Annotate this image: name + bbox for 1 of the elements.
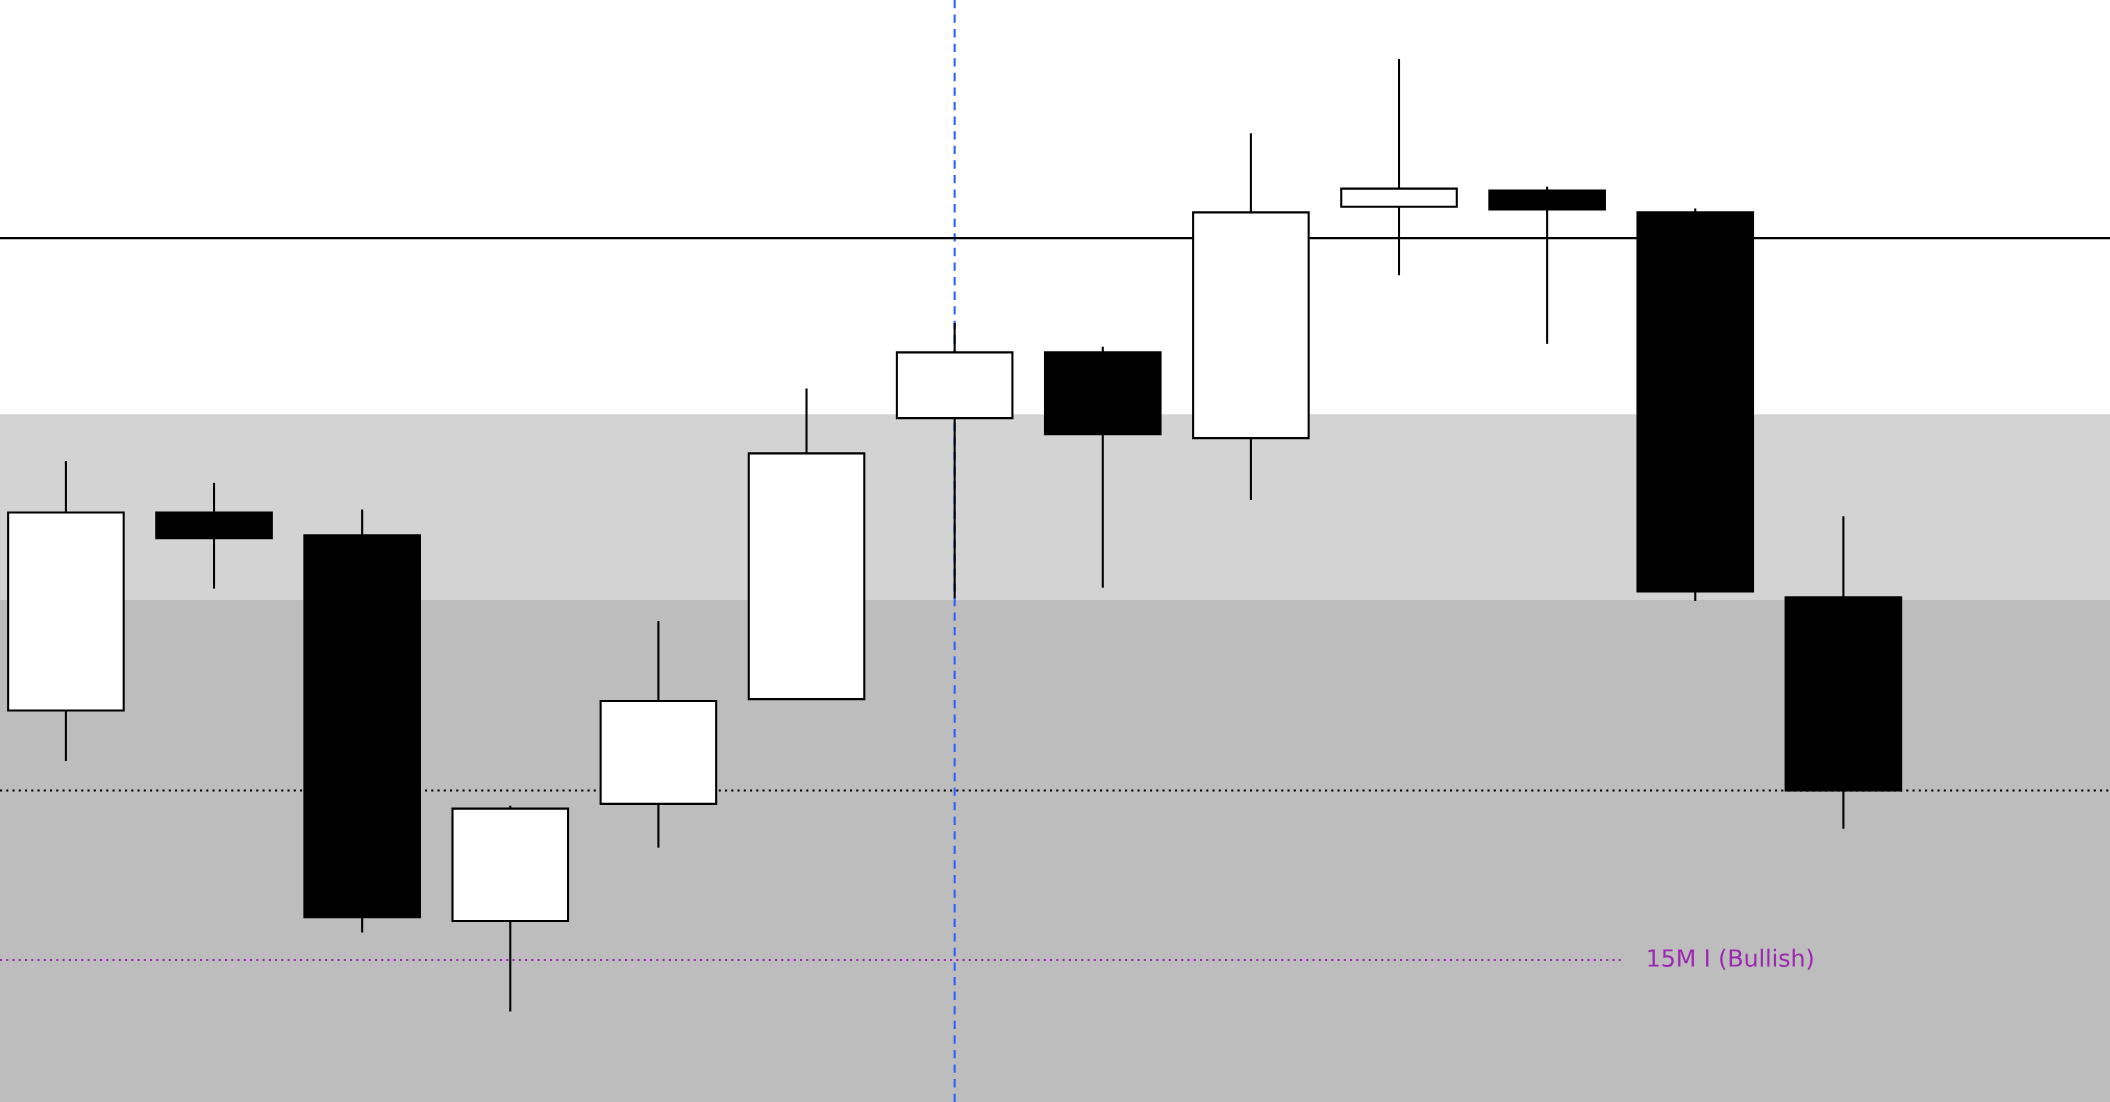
ref-line-label: 15M I (Bullish): [1648, 948, 1813, 970]
